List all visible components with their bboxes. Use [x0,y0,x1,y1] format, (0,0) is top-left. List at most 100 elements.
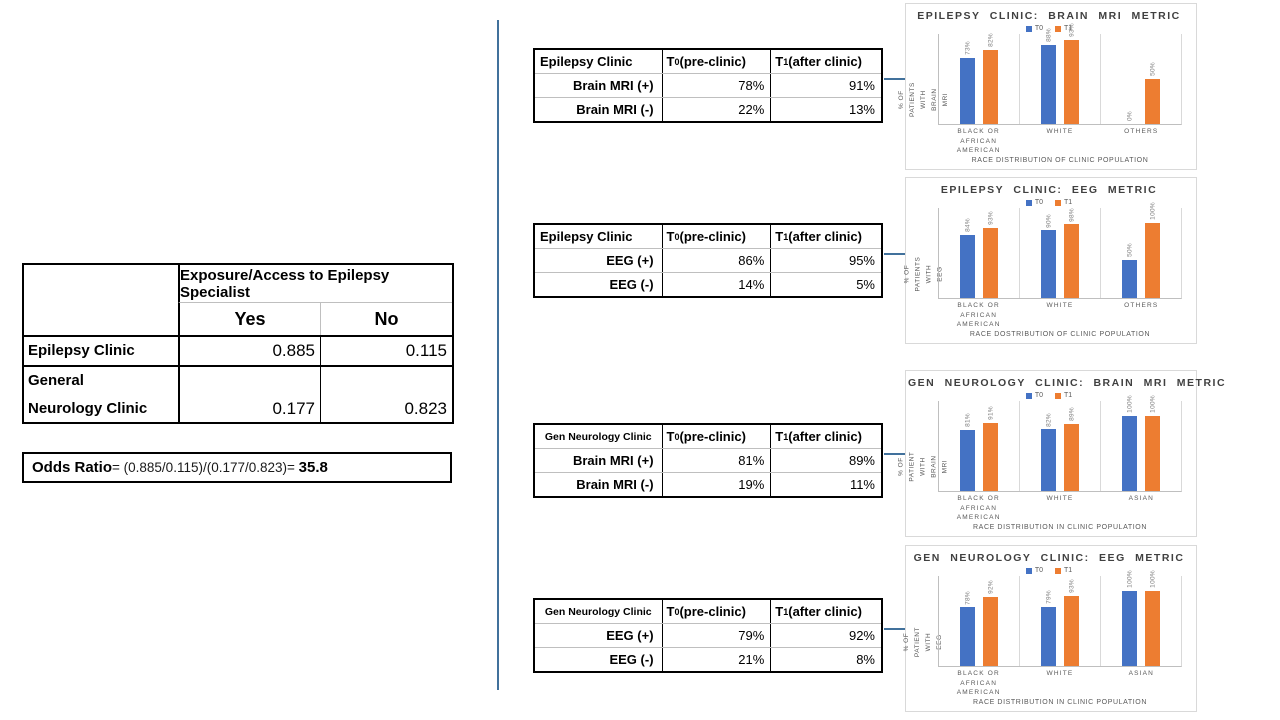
legend-item-t1: T1 [1055,199,1072,206]
bar-value-label: 93% [1068,579,1075,594]
y-axis-label-wrap: % OF PATIENT WITH EEG [903,576,943,708]
bar-wrap: 93% [1064,576,1079,666]
category-label: WHITE [1046,127,1074,135]
bar-t1 [983,50,998,124]
category-label: WHITE [1046,669,1074,677]
bar-value-label: 91% [987,405,994,420]
t1-value: 8% [770,648,881,671]
table-title: Gen Neurology Clinic [544,430,652,443]
t1-value: 13% [770,98,881,121]
bar-wrap: 89% [1064,401,1079,491]
connector-line [884,453,906,455]
category-label: OTHERS [1124,127,1159,135]
row-label: Brain MRI (-) [576,102,654,117]
category-label: WHITE [1046,494,1074,502]
bar-wrap: 81% [960,401,975,491]
bar-value-label: 100% [1149,202,1156,220]
bar-t0 [960,430,975,491]
category-label: BLACK OR AFRICAN AMERICAN [956,494,1001,522]
bar-group: 88% 93% [1019,23,1100,124]
bar-t0 [1122,590,1137,666]
category-axis: BLACK OR AFRICAN AMERICAN WHITE OTHERS [938,127,1182,156]
row-label: Brain MRI (+) [572,453,654,468]
category-label: OTHERS [1124,301,1159,309]
bar-wrap: 50% [1145,34,1160,124]
bar-wrap: 93% [1064,23,1079,124]
bar-wrap: 100% [1122,570,1137,666]
bar-group: 81% 91% [939,401,1019,491]
t1-swatch-icon [1055,567,1061,574]
chart-legend: T0 T1 [908,567,1190,574]
t0-value: 21% [661,648,771,671]
bar-value-label: 82% [987,33,994,48]
bar-group: 50% 100% [1100,202,1181,298]
bar-group: 82% 89% [1019,401,1100,491]
row-label: Brain MRI (+) [572,78,654,93]
bar-wrap: 88% [1041,28,1056,124]
bar-wrap: 91% [983,401,998,491]
t0-swatch-icon [1025,392,1032,399]
table-title: Epilepsy Clinic [540,229,633,244]
t1-value: 11% [770,473,881,496]
bar-wrap: 82% [983,33,998,124]
connector-line [884,253,906,255]
t1-value: 95% [770,249,881,272]
general-no-value: 0.823 [320,365,452,422]
bar-t0 [1041,230,1056,298]
plot-area: 78% 92% 79% 93% 100% 100% [938,570,1182,667]
bar-value-label: 93% [987,211,994,226]
bar-value-label: 50% [1126,243,1133,258]
bar-wrap: 82% [1041,401,1056,491]
bar-value-label: 100% [1149,570,1156,588]
bar-wrap: 79% [1041,576,1056,666]
bar-t0 [960,58,975,124]
bar-value-label: 78% [964,590,971,605]
x-axis-label: RACE DISTRIBUTION IN CLINIC POPULATION [973,699,1147,706]
t1-swatch-icon [1055,392,1061,399]
t1-value: 89% [770,449,881,472]
row-label: EEG (-) [609,277,654,292]
plot-area: 84% 93% 90% 98% 50% 100% [938,202,1182,299]
bar-value-label: 100% [1149,395,1156,413]
bar-group: 90% 98% [1019,208,1100,298]
epilepsy-yes-value: 0.885 [178,335,320,365]
bar-wrap: 100% [1145,395,1160,491]
t1-swatch-icon [1055,25,1061,32]
bar-group: 100% 100% [1100,570,1181,666]
bar-wrap: 100% [1145,570,1160,666]
chart-genneuro-mri: GEN NEUROLOGY CLINIC: BRAIN MRI METRIC T… [897,370,1225,537]
bar-value-label: 88% [1045,27,1052,42]
empty-cell [24,265,178,335]
t1-value: 91% [770,74,881,97]
category-label: BLACK OR AFRICAN AMERICAN [956,301,1001,329]
bar-value-label: 100% [1126,570,1133,588]
t1-value: 5% [770,273,881,296]
table-title: Gen Neurology Clinic [544,605,652,618]
table-title: Epilepsy Clinic [540,54,633,69]
bar-t1 [983,596,998,666]
bar-t1 [1064,424,1079,491]
bar-wrap: 0% [1122,34,1137,124]
column-header-yes: Yes [178,302,320,335]
bar-t1 [1145,78,1160,124]
x-axis-label: RACE DISTRIBUTION OF CLINIC POPULATION [971,157,1149,164]
odds-ratio-label: Odds Ratio [32,459,113,476]
t0-swatch-icon [1025,567,1032,574]
bar-wrap: 92% [983,576,998,666]
bar-t1 [1064,224,1079,298]
y-axis-label-wrap: % OF PATIENTS WITH EEG [903,208,943,340]
odds-ratio-result: 35.8 [298,459,328,476]
bar-value-label: 84% [964,218,971,232]
y-axis-label-wrap: % OF PATIENTS WITH BRAIN MRI [897,34,948,166]
t0-value: 22% [661,98,771,121]
chart-title: EPILEPSY CLINIC: BRAIN MRI METRIC [917,10,1181,22]
odds-ratio-box: Odds Ratio = (0.885/0.115)/(0.177/0.823)… [22,452,452,483]
bar-value-label: 92% [987,580,994,594]
